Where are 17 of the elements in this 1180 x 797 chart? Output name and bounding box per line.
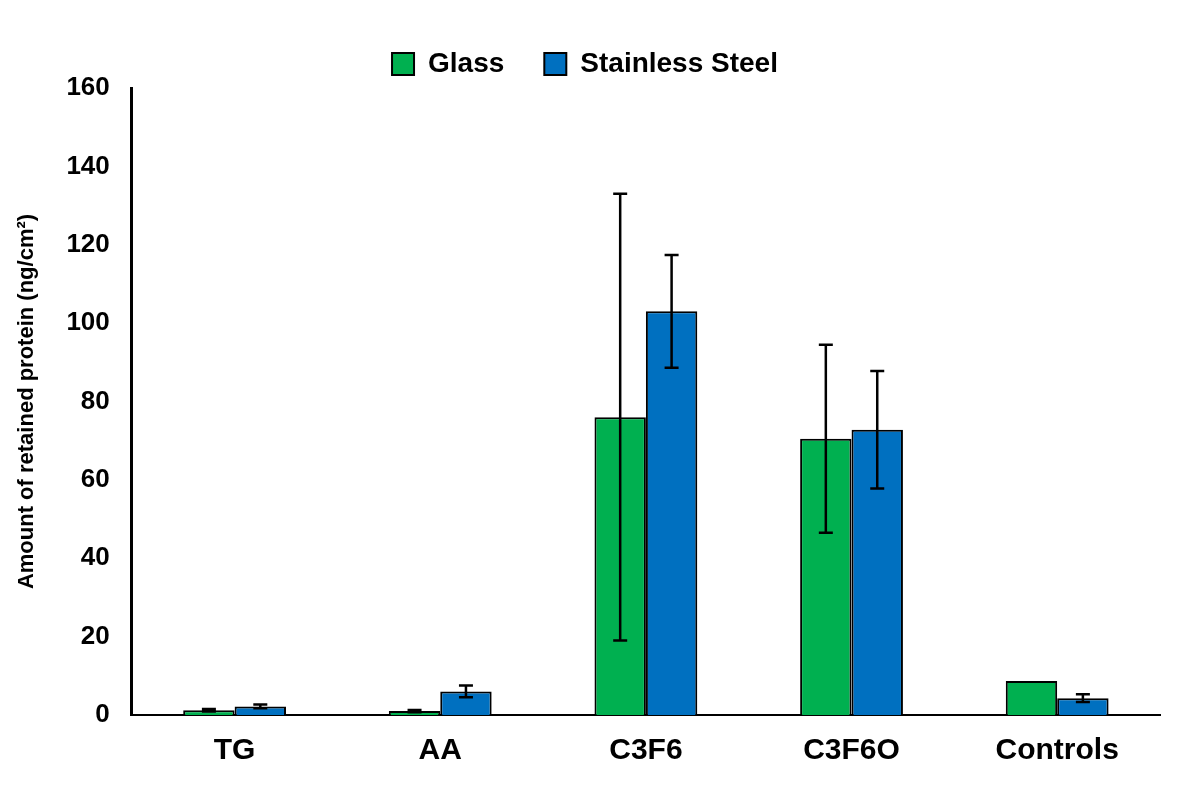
y-tick-label: 120	[66, 227, 110, 258]
y-tick-label: 0	[95, 698, 110, 729]
y-tick-label: 100	[66, 306, 110, 337]
legend-label: Glass	[428, 46, 505, 78]
y-tick-label: 40	[80, 541, 110, 572]
x-tick-label: TG	[213, 732, 256, 766]
y-axis-title: Amount of retained protein (ng/cm²)	[13, 213, 39, 590]
y-tick-label: 160	[66, 71, 110, 102]
x-tick-label: C3F6O	[803, 732, 900, 766]
y-tick-label: 140	[66, 149, 110, 180]
y-tick-label: 60	[80, 463, 110, 494]
x-tick-label: Controls	[995, 732, 1119, 766]
y-tick-label: 80	[80, 384, 110, 415]
x-tick-label: C3F6	[609, 732, 683, 766]
legend-label: Stainless Steel	[580, 46, 778, 78]
x-tick-label: AA	[418, 732, 462, 766]
y-tick-label: 20	[80, 619, 110, 650]
